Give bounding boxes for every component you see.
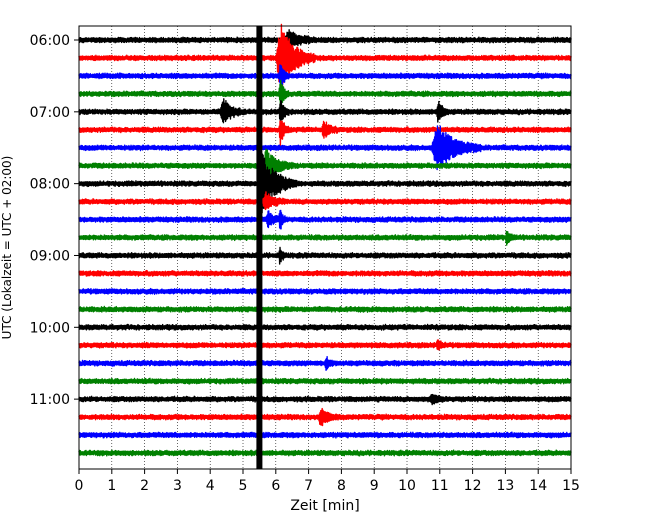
x-tick-label: 3 <box>173 478 182 494</box>
trace-22 <box>78 431 572 439</box>
trace-8 <box>78 153 572 214</box>
y-tick-label: 06:00 <box>30 33 70 49</box>
trace-17 <box>78 339 572 351</box>
trace-21 <box>78 407 572 427</box>
trace-16 <box>78 323 572 331</box>
y-tick-label: 10:00 <box>30 320 70 336</box>
x-tick-label: 10 <box>398 478 416 494</box>
marker-band <box>256 26 263 469</box>
x-tick-label: 9 <box>370 478 379 494</box>
trace-6 <box>78 125 572 171</box>
marker-band-rect <box>256 26 263 469</box>
y-tick-label: 08:00 <box>30 177 70 193</box>
x-tick-label: 7 <box>304 478 313 494</box>
trace-4 <box>78 98 572 128</box>
grid-lines <box>111 26 539 469</box>
trace-15 <box>78 305 572 313</box>
trace-7 <box>78 148 572 182</box>
plot-frame <box>78 25 572 470</box>
x-tick-label: 1 <box>107 478 116 494</box>
y-axis-ticks: 06:00 07:00 08:00 09:00 10:00 11:00 <box>30 33 79 408</box>
x-tick-label: 6 <box>271 478 280 494</box>
trace-0 <box>78 29 572 50</box>
x-axis-ticks: 0 1 2 3 4 5 6 7 8 9 10 11 12 13 14 15 <box>75 469 580 494</box>
x-tick-label: 11 <box>431 478 449 494</box>
x-tick-label: 15 <box>562 478 580 494</box>
trace-2 <box>78 64 572 88</box>
trace-18 <box>78 356 572 371</box>
x-tick-label: 13 <box>496 478 514 494</box>
trace-10 <box>78 209 572 230</box>
x-tick-label: 2 <box>140 478 149 494</box>
trace-3 <box>78 79 572 105</box>
trace-9 <box>78 191 572 211</box>
traces-group <box>78 23 572 457</box>
x-tick-label: 4 <box>206 478 215 494</box>
x-tick-label: 12 <box>464 478 482 494</box>
y-axis-label: UTC (Lokalzeit = UTC + 02:00) <box>0 156 14 340</box>
trace-13 <box>78 269 572 277</box>
trace-14 <box>78 287 572 295</box>
trace-23 <box>78 449 572 457</box>
y-tick-label: 11:00 <box>30 392 70 408</box>
trace-11 <box>78 230 572 246</box>
x-tick-label: 5 <box>239 478 248 494</box>
trace-20 <box>78 393 572 406</box>
x-tick-label: 8 <box>337 478 346 494</box>
x-axis-label: Zeit [min] <box>290 498 359 514</box>
trace-12 <box>78 246 572 265</box>
x-tick-label: 14 <box>529 478 547 494</box>
trace-19 <box>78 377 572 385</box>
x-tick-label: 0 <box>75 478 84 494</box>
trace-1 <box>78 23 572 91</box>
y-tick-label: 07:00 <box>30 105 70 121</box>
trace-5 <box>78 120 572 147</box>
y-tick-label: 09:00 <box>30 248 70 264</box>
